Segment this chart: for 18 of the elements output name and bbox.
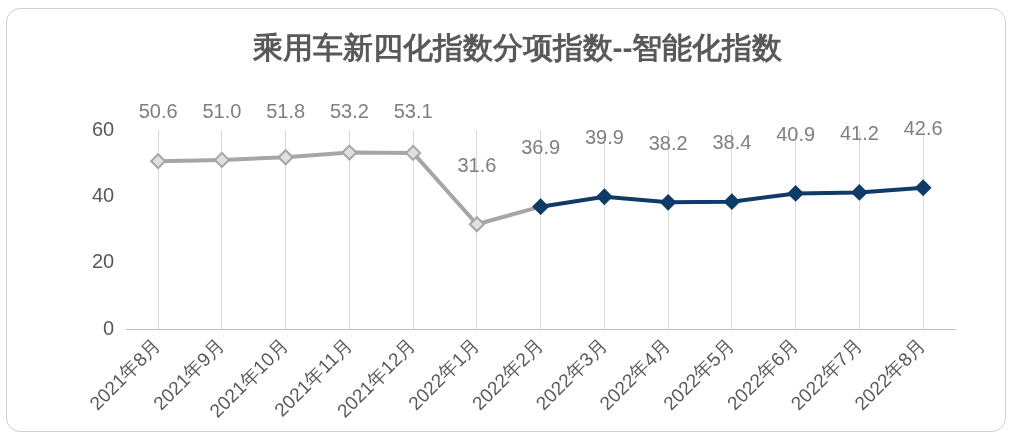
- y-tick-label: 20: [92, 250, 115, 273]
- data-label: 53.1: [393, 99, 433, 122]
- data-label: 38.2: [648, 131, 688, 154]
- data-label: 51.8: [266, 99, 306, 122]
- data-label: 51.0: [202, 99, 242, 122]
- y-tick-label: 60: [92, 117, 115, 140]
- data-label: 31.6: [457, 153, 497, 176]
- data-label: 42.6: [903, 117, 943, 140]
- data-label: 38.4: [712, 131, 752, 154]
- data-label: 39.9: [584, 126, 624, 149]
- data-label: 41.2: [839, 121, 879, 144]
- data-label: 53.2: [329, 99, 369, 122]
- data-label: 40.9: [776, 122, 816, 145]
- y-tick-label: 40: [92, 183, 115, 206]
- chart-title: 乘用车新四化指数分项指数--智能化指数: [251, 31, 784, 65]
- data-label: 36.9: [521, 136, 561, 159]
- y-tick-label: 0: [103, 316, 115, 339]
- data-label: 50.6: [138, 99, 178, 122]
